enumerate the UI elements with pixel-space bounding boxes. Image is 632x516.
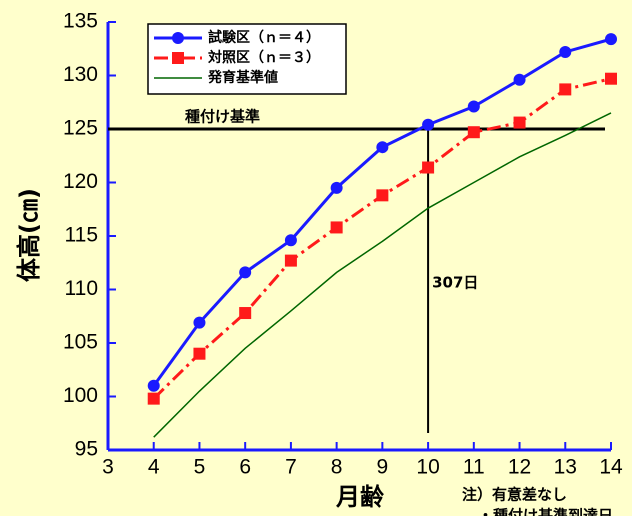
data-point — [467, 100, 480, 113]
y-tick-label: 135 — [63, 10, 98, 33]
y-tick-label: 120 — [63, 170, 98, 193]
x-tick-label: 12 — [508, 456, 531, 479]
y-tick-label: 95 — [75, 438, 98, 461]
y-tick-label: 105 — [63, 331, 98, 354]
data-point — [330, 181, 343, 194]
data-point — [513, 116, 526, 129]
data-point — [376, 141, 389, 154]
vertical-label: 307日 — [432, 274, 478, 292]
legend-label: 試験区（ｎ＝４） — [208, 29, 320, 46]
legend-label: 発育基準値 — [207, 69, 278, 86]
data-point — [513, 73, 526, 86]
data-point — [559, 45, 572, 58]
data-point — [376, 189, 389, 202]
data-point — [239, 266, 252, 279]
note: 注）有意差なし — [462, 486, 567, 504]
x-tick-label: 4 — [148, 456, 160, 479]
x-tick-label: 3 — [102, 456, 114, 479]
x-tick-label: 9 — [377, 456, 389, 479]
series-line — [153, 112, 612, 438]
y-tick-label: 125 — [63, 117, 98, 140]
data-point — [605, 33, 617, 46]
data-point — [284, 254, 297, 267]
data-point — [330, 221, 343, 234]
y-tick-label: 115 — [65, 224, 98, 247]
x-tick-label: 8 — [331, 456, 343, 479]
x-tick-label: 5 — [194, 456, 206, 479]
data-point — [422, 118, 435, 131]
x-tick-label: 13 — [554, 456, 577, 479]
data-point — [239, 307, 252, 320]
data-point — [605, 72, 617, 85]
legend-label: 対照区（ｎ＝３） — [207, 49, 320, 66]
data-point — [467, 126, 480, 139]
data-point — [147, 379, 160, 392]
data-point — [559, 83, 572, 96]
data-point — [193, 347, 206, 360]
x-tick-label: 7 — [285, 456, 297, 479]
y-axis-label: 体高(㎝) — [15, 188, 43, 282]
data-point — [284, 234, 297, 247]
reference-label: 種付け基準 — [185, 108, 260, 126]
x-axis-label: 月齢 — [335, 483, 385, 511]
legend-marker — [172, 32, 184, 44]
x-tick-label: 14 — [599, 456, 623, 479]
data-point — [422, 161, 435, 174]
y-tick-label: 100 — [63, 384, 98, 407]
y-tick-label: 110 — [65, 277, 98, 300]
data-point — [193, 316, 206, 329]
x-tick-label: 11 — [463, 456, 485, 479]
note: ・種付け基準到達日 — [478, 507, 613, 516]
x-tick-label: 10 — [416, 456, 439, 479]
x-tick-label: 6 — [239, 456, 251, 479]
data-point — [147, 392, 160, 405]
legend-marker — [172, 52, 184, 64]
y-tick-label: 130 — [63, 63, 98, 86]
series-line — [152, 77, 612, 400]
